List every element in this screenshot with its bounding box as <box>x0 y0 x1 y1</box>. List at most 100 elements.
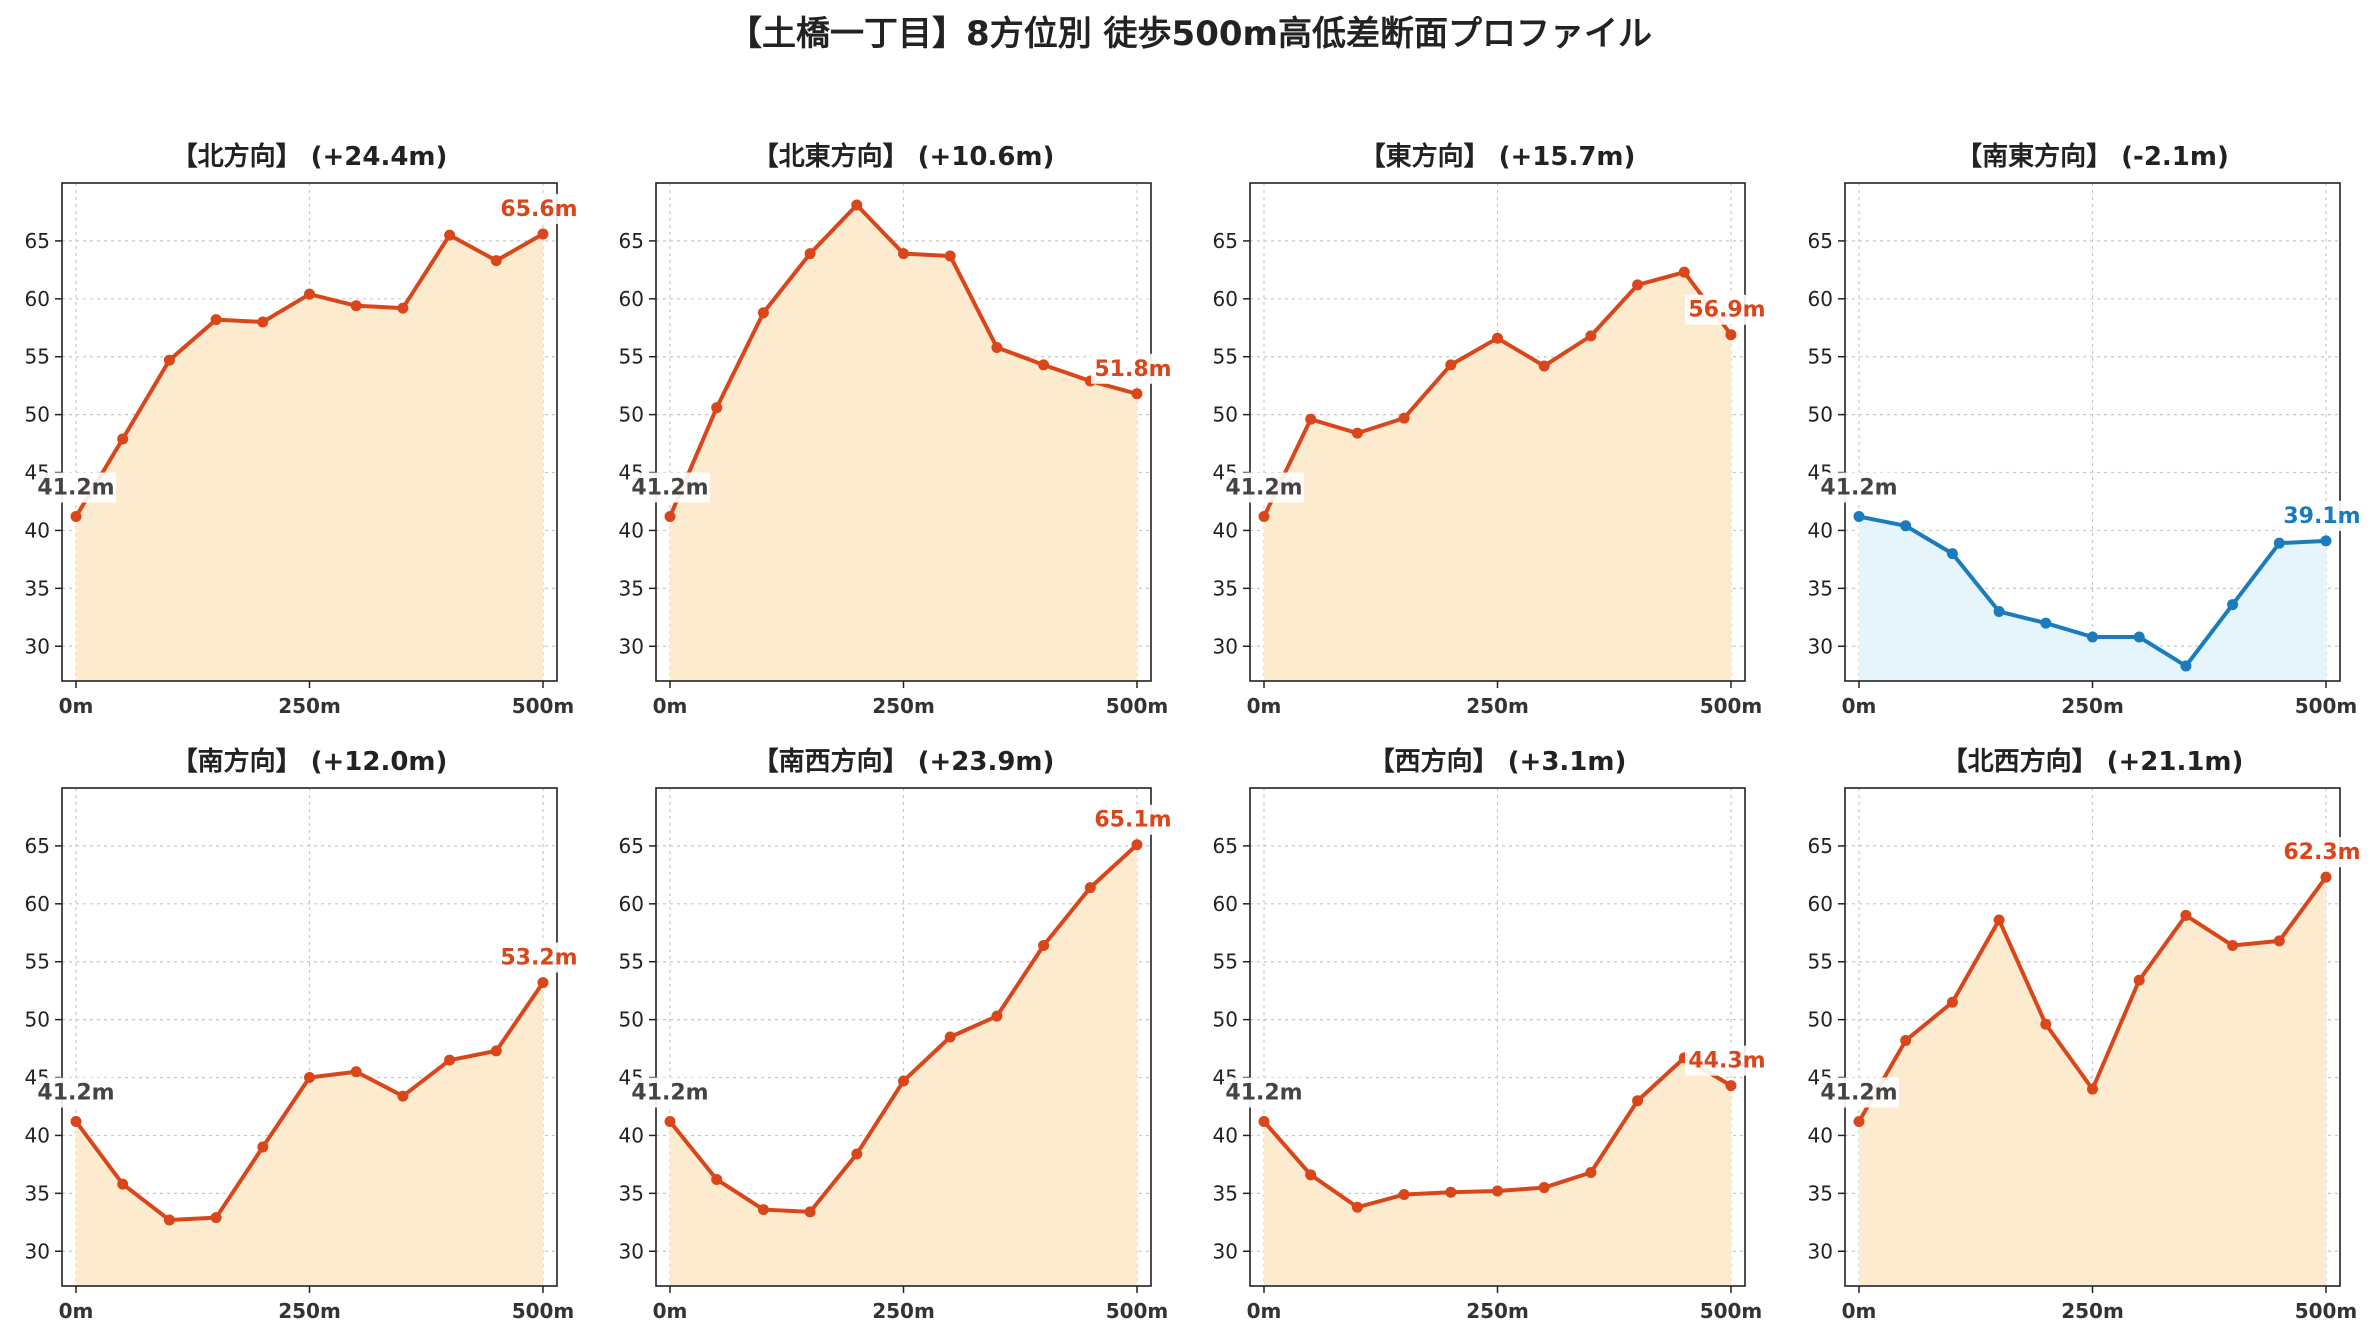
data-point <box>2273 537 2285 549</box>
data-point <box>397 302 409 314</box>
data-point <box>304 288 315 300</box>
y-tick-label: 40 <box>1808 518 1833 542</box>
start-label-box <box>1819 1077 1900 1108</box>
x-tick-label: 0m <box>1247 1299 1282 1323</box>
data-point <box>1258 1116 1270 1128</box>
data-point <box>1351 1201 1363 1213</box>
y-tick-label: 50 <box>619 1008 644 1032</box>
y-tick-label: 60 <box>619 287 644 311</box>
x-tick-label: 250m <box>2061 1299 2124 1323</box>
subplot-title: 【南方向】 (+12.0m) <box>172 746 448 777</box>
y-tick-label: 65 <box>1808 834 1833 858</box>
end-label-box <box>1090 353 1175 384</box>
start-label-box <box>36 1077 117 1108</box>
data-point <box>210 1212 222 1224</box>
end-label: 39.1m <box>2283 504 2360 529</box>
data-point <box>1492 1185 1503 1197</box>
y-tick-label: 35 <box>1213 576 1238 600</box>
x-tick-label: 250m <box>278 1299 341 1323</box>
data-point <box>1900 520 1912 532</box>
y-tick-label: 65 <box>25 834 50 858</box>
end-label: 44.3m <box>1688 1049 1765 1074</box>
data-point <box>757 1204 769 1216</box>
y-tick-label: 40 <box>1213 1123 1238 1147</box>
x-tick-label: 500m <box>2295 1299 2358 1323</box>
data-point <box>397 1090 409 1102</box>
data-point <box>1946 548 1958 560</box>
data-point <box>664 511 676 523</box>
y-tick-label: 35 <box>1213 1181 1238 1205</box>
x-tick-label: 250m <box>1466 1299 1529 1323</box>
start-label: 41.2m <box>1225 1081 1302 1106</box>
y-tick-label: 30 <box>619 634 644 658</box>
data-point <box>664 1116 676 1128</box>
start-label-box <box>1819 472 1900 503</box>
data-point <box>1258 511 1270 523</box>
data-point <box>804 1206 816 1218</box>
y-tick-label: 35 <box>1808 576 1833 600</box>
data-point <box>1084 882 1096 894</box>
y-tick-label: 30 <box>25 1239 50 1263</box>
data-point <box>257 1141 269 1153</box>
data-point <box>2227 940 2239 952</box>
data-point <box>2320 535 2332 547</box>
end-label: 65.6m <box>500 197 577 222</box>
area-fill <box>670 205 1137 682</box>
y-tick-label: 50 <box>619 403 644 427</box>
y-tick-label: 50 <box>1213 1008 1238 1032</box>
y-tick-label: 30 <box>1213 1239 1238 1263</box>
area-fill <box>1859 516 2326 681</box>
data-point <box>711 402 723 414</box>
y-tick-label: 30 <box>1808 1239 1833 1263</box>
y-tick-label: 60 <box>1213 287 1238 311</box>
start-label-box <box>630 1077 711 1108</box>
data-point <box>944 250 956 262</box>
data-point <box>163 1214 175 1226</box>
y-tick-label: 60 <box>619 892 644 916</box>
data-point <box>537 228 549 240</box>
subplot-title: 【南西方向】 (+23.9m) <box>753 746 1055 777</box>
subplot-title: 【北西方向】 (+21.1m) <box>1942 746 2244 777</box>
data-point <box>1993 606 2005 618</box>
data-point <box>2133 974 2145 986</box>
y-tick-label: 30 <box>25 634 50 658</box>
data-point <box>757 307 769 319</box>
end-label-box <box>2279 837 2364 868</box>
data-point <box>2040 617 2052 629</box>
data-point <box>1038 359 1050 371</box>
area-fill <box>76 982 543 1286</box>
start-label: 41.2m <box>37 1081 114 1106</box>
start-label: 41.2m <box>1225 476 1302 501</box>
x-tick-label: 500m <box>2295 694 2358 718</box>
data-point <box>2320 871 2332 883</box>
end-label-box <box>1684 294 1769 325</box>
y-tick-label: 55 <box>1213 345 1238 369</box>
data-point <box>1492 332 1503 344</box>
y-tick-label: 60 <box>25 287 50 311</box>
data-point <box>991 1010 1003 1022</box>
x-tick-label: 500m <box>1700 1299 1763 1323</box>
area-fill <box>1264 272 1731 681</box>
start-label-box <box>630 472 711 503</box>
data-point <box>1725 329 1737 341</box>
x-tick-label: 0m <box>59 694 94 718</box>
y-tick-label: 35 <box>25 1181 50 1205</box>
x-tick-label: 0m <box>653 1299 688 1323</box>
y-tick-label: 35 <box>1808 1181 1833 1205</box>
x-tick-label: 0m <box>653 694 688 718</box>
data-point <box>304 1072 315 1084</box>
x-tick-label: 500m <box>1106 1299 1169 1323</box>
y-tick-label: 55 <box>619 345 644 369</box>
data-point <box>537 977 549 989</box>
data-point <box>1445 1186 1457 1198</box>
y-tick-label: 60 <box>1808 287 1833 311</box>
data-point <box>1678 266 1690 278</box>
x-tick-label: 0m <box>1247 694 1282 718</box>
start-label: 41.2m <box>1820 1081 1897 1106</box>
